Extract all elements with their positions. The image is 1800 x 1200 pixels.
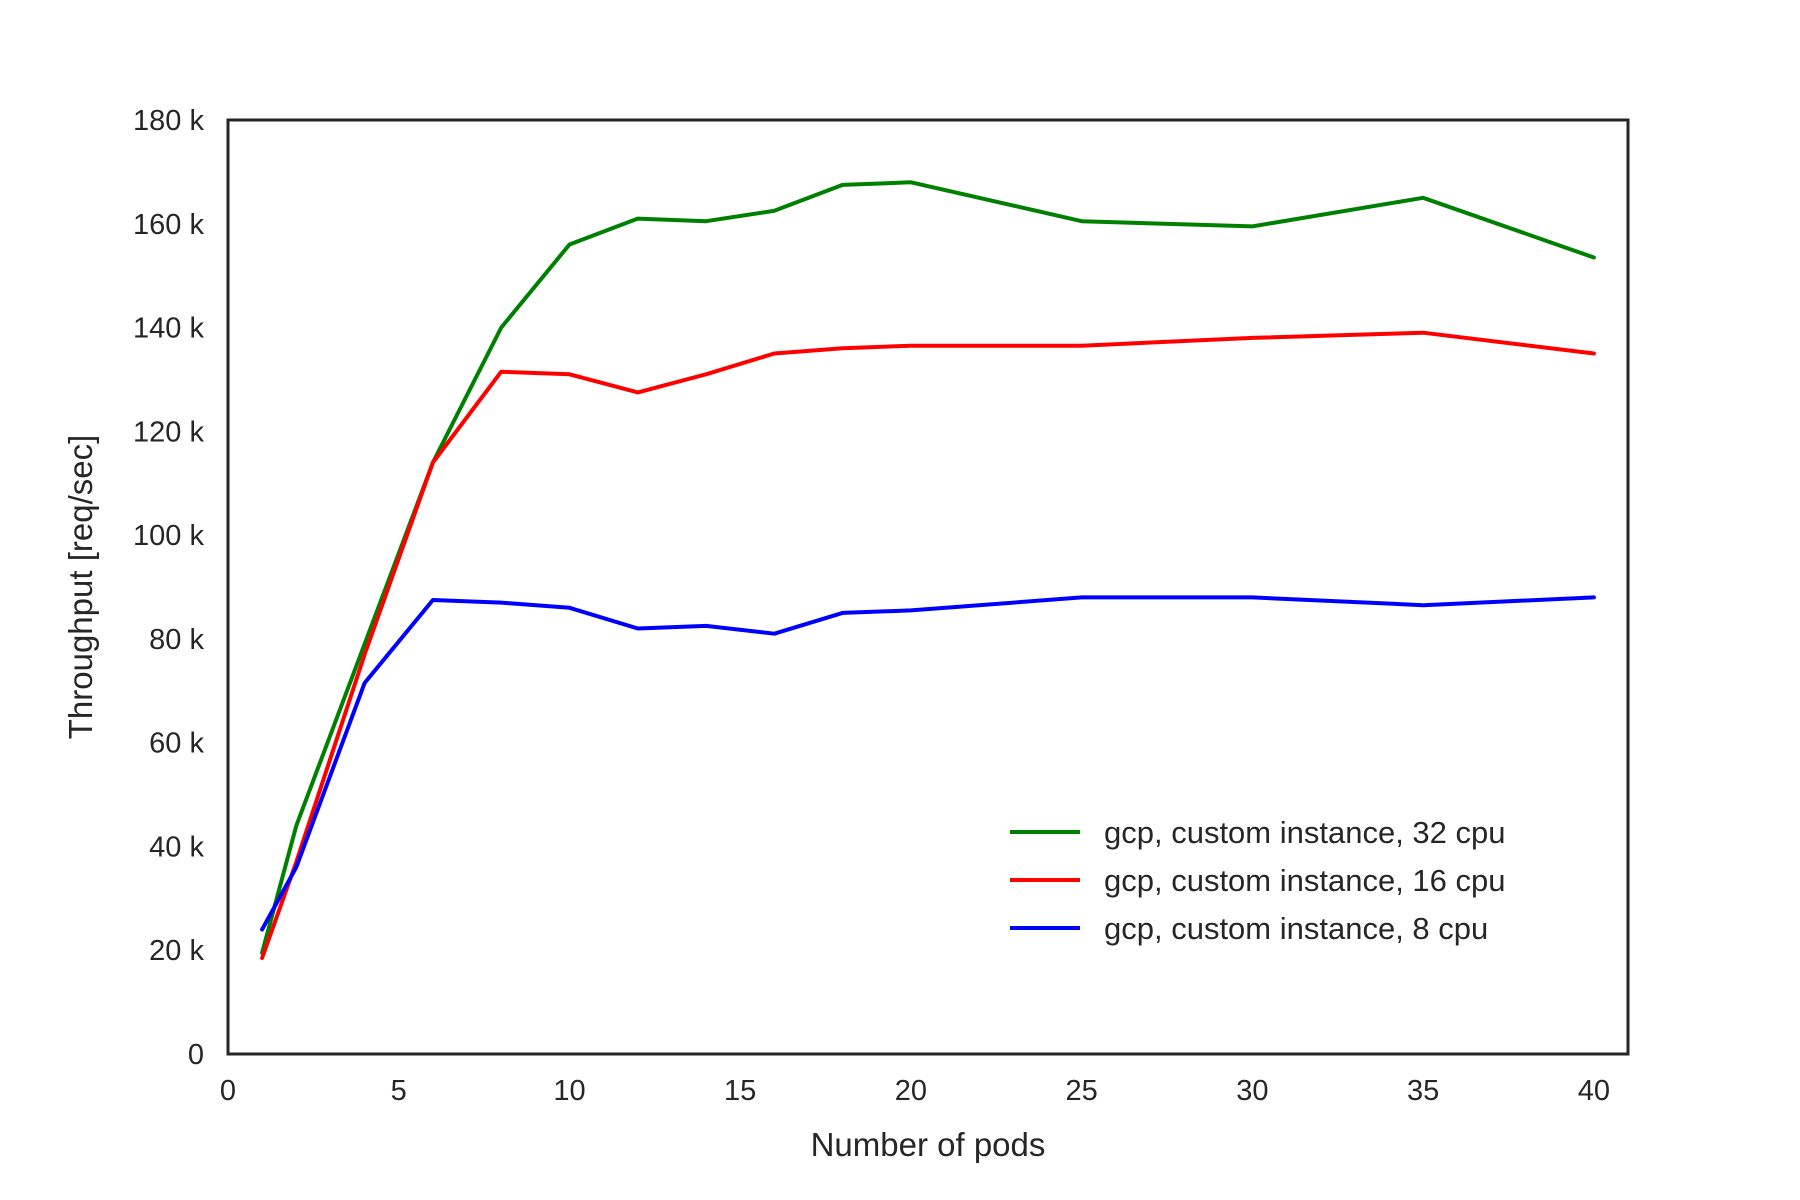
- legend-label: gcp, custom instance, 8 cpu: [1104, 911, 1488, 946]
- x-tick-label: 30: [1236, 1075, 1268, 1107]
- y-tick-label: 120 k: [133, 416, 204, 448]
- legend-label: gcp, custom instance, 32 cpu: [1104, 815, 1506, 850]
- legend-label: gcp, custom instance, 16 cpu: [1104, 863, 1506, 898]
- x-axis-label: Number of pods: [811, 1126, 1046, 1163]
- x-tick-label: 25: [1066, 1075, 1098, 1107]
- x-tick-label: 0: [220, 1075, 236, 1107]
- series-line-2: [260, 330, 1596, 960]
- y-tick-label: 20 k: [149, 935, 204, 967]
- y-tick-label: 0: [188, 1039, 204, 1071]
- y-tick-label: 160 k: [133, 209, 204, 241]
- y-axis-label: Throughput [req/sec]: [62, 435, 99, 740]
- x-axis: 0 5 10 15 20 25 30 35 40: [220, 1075, 1610, 1107]
- x-tick-label: 35: [1407, 1075, 1439, 1107]
- x-tick-label: 5: [391, 1075, 407, 1107]
- y-tick-label: 40 k: [149, 831, 204, 863]
- legend: gcp, custom instance, 32 cpu gcp, custom …: [1010, 815, 1506, 946]
- x-tick-label: 10: [553, 1075, 585, 1107]
- y-axis: 0 20 k 40 k 60 k 80 k 100 k 120 k 140 k 160 k 180…: [133, 105, 204, 1071]
- y-tick-label: 80 k: [149, 624, 204, 656]
- y-tick-label: 140 k: [133, 313, 204, 345]
- series-line-1: [260, 180, 1596, 955]
- plot-frame: [226, 118, 1630, 1056]
- x-tick-label: 15: [724, 1075, 756, 1107]
- x-tick-label: 20: [895, 1075, 927, 1107]
- y-tick-label: 180 k: [133, 105, 204, 137]
- y-tick-label: 100 k: [133, 520, 204, 552]
- series-line-3: [260, 595, 1596, 932]
- y-tick-label: 60 k: [149, 728, 204, 760]
- x-tick-label: 40: [1578, 1075, 1610, 1107]
- plot-marks: [260, 180, 1596, 960]
